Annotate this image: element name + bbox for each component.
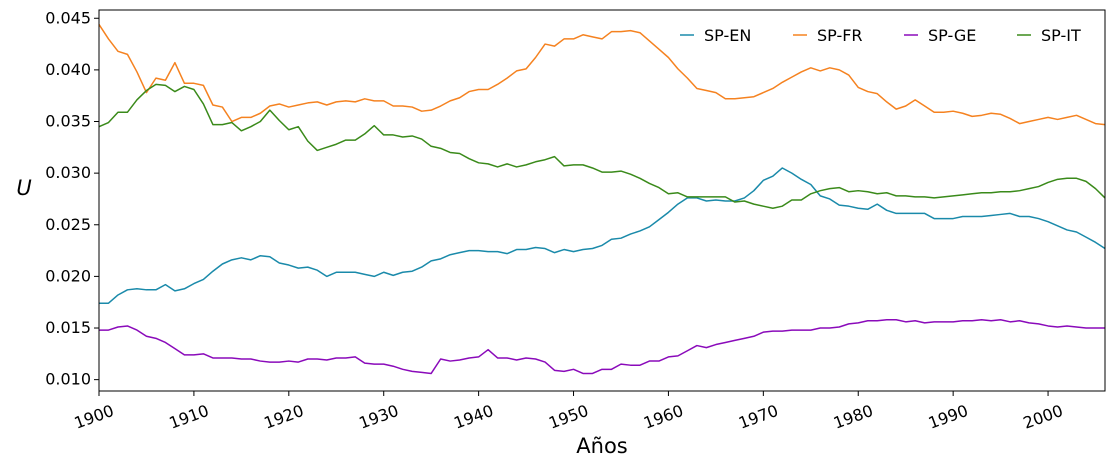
legend-label-sp-fr: SP-FR (817, 26, 863, 45)
series-line-sp-it (98, 83, 1106, 209)
legend-label-sp-en: SP-EN (704, 26, 751, 45)
series-line-sp-ge (99, 319, 1105, 375)
y-tick-label: 0.035 (45, 112, 91, 131)
y-tick-label: 0.040 (45, 60, 91, 79)
legend-label-sp-it: SP-IT (1041, 26, 1081, 45)
plot-frame (98, 9, 1106, 392)
y-tick-label: 0.020 (45, 266, 91, 285)
y-axis-title: U (16, 176, 31, 200)
legend: SP-EN SP-FR SP-GE SP-IT (680, 26, 1081, 45)
series-line-sp-fr (98, 24, 1106, 126)
y-tick-label: 0.030 (45, 163, 91, 182)
y-axis: 0.010 0.015 0.020 0.025 0.030 0.035 0.040 0.045 (45, 8, 99, 389)
y-tick-label: 0.025 (45, 215, 91, 234)
series-line-sp-en (99, 167, 1106, 304)
legend-label-sp-ge: SP-GE (928, 26, 976, 45)
y-tick-label: 0.015 (45, 318, 91, 337)
y-tick-label: 0.010 (45, 370, 91, 389)
y-tick-label: 0.045 (45, 8, 91, 27)
x-axis-title: Años (576, 434, 627, 458)
series-layer (98, 24, 1106, 375)
